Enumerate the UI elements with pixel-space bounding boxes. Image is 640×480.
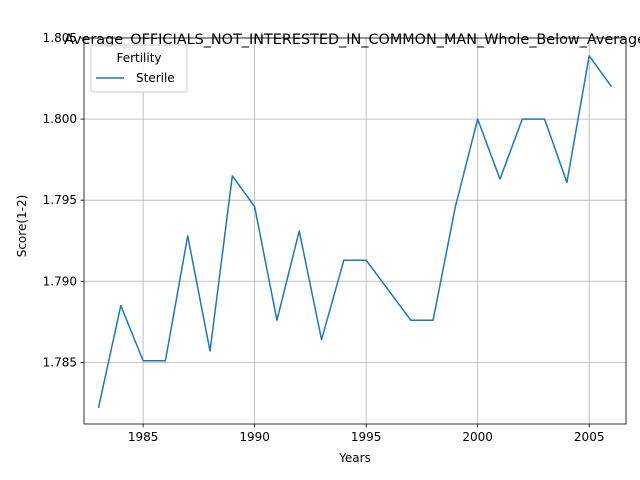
x-axis-label: Years xyxy=(338,451,371,465)
y-axis-label: Score(1-2) xyxy=(15,195,29,258)
x-tick-label: 2000 xyxy=(462,430,493,444)
y-tick-label: 1.800 xyxy=(43,112,77,126)
y-tick-label: 1.790 xyxy=(43,274,77,288)
x-tick-label: 1995 xyxy=(351,430,382,444)
x-tick-label: 2005 xyxy=(574,430,605,444)
y-tick-label: 1.785 xyxy=(43,355,77,369)
legend-title: Fertility xyxy=(116,51,161,65)
legend-label: Sterile xyxy=(136,71,175,85)
x-tick-label: 1985 xyxy=(128,430,159,444)
y-tick-label: 1.795 xyxy=(43,193,77,207)
legend: Fertility Sterile xyxy=(91,45,187,92)
x-tick-label: 1990 xyxy=(239,430,270,444)
